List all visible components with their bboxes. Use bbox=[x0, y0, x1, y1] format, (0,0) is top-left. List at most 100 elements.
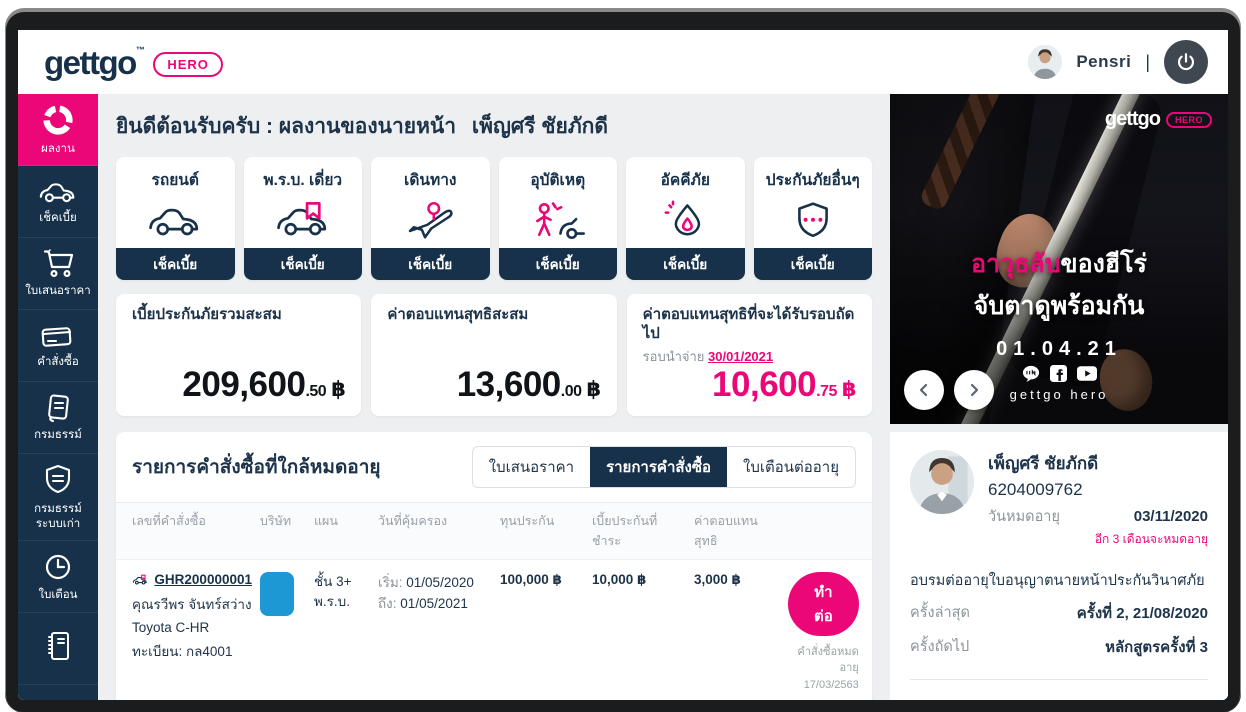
stat-total-premium: เบี้ยประกันภัยรวมสะสม 209,600.50 ฿ bbox=[116, 294, 362, 416]
logo-wordmark: gettgo bbox=[44, 43, 137, 81]
car-icon bbox=[149, 208, 199, 236]
banner-headline: อาวุธลับของฮีโร่ จับตาดูพร้อมกัน 01.04.2… bbox=[890, 244, 1228, 361]
plane-pin-icon bbox=[409, 202, 453, 239]
product-card-other[interactable]: ประกันภัยอื่นๆ เช็คเบี้ย bbox=[753, 157, 872, 280]
check-premium-button[interactable]: เช็คเบี้ย bbox=[371, 248, 490, 280]
vehicle-plate: ทะเบียน: กล4001 bbox=[132, 643, 233, 659]
baht-symbol: ฿ bbox=[841, 377, 857, 401]
col-coverage-dates: วันที่คุ้มครอง bbox=[378, 513, 448, 528]
product-card-compulsory[interactable]: พ.ร.บ. เดี่ยว เช็คเบี้ย bbox=[243, 157, 362, 280]
banner-socials: gettgo hero bbox=[890, 365, 1228, 402]
stat-next-payout: ค่าตอบแทนสุทธิที่จะได้รับรอบถัดไป รอบนำจ… bbox=[626, 294, 872, 416]
check-premium-button[interactable]: เช็คเบี้ย bbox=[753, 248, 872, 280]
sidebar-item-legacy-policies[interactable]: กรมธรรม์ ระบบเก่า bbox=[18, 454, 98, 542]
line-icon bbox=[1022, 365, 1039, 382]
document-icon bbox=[48, 394, 69, 423]
car-bookmark-icon bbox=[132, 574, 147, 585]
agent-profile-card: เพ็ญศรี ชัยภักดี 6204009762 วันหมดอายุ 0… bbox=[890, 432, 1228, 700]
right-panel: gettgo HERO อาวุธลับของฮีโร่ จับตาดูพร้อ… bbox=[890, 94, 1228, 700]
stat-value: 209,600.50 ฿ bbox=[182, 364, 346, 404]
sum-insured-cell: 100,000 ฿ bbox=[500, 571, 562, 587]
vehicle-model: Toyota C-HR bbox=[132, 619, 210, 635]
welcome-heading: ยินดีต้อนรับครับ : ผลงานของนายหน้า เพ็ญศ… bbox=[116, 106, 872, 157]
sidebar-item-policies[interactable]: กรมธรรม์ bbox=[18, 382, 98, 455]
youtube-icon bbox=[1076, 366, 1097, 381]
avatar-image bbox=[1028, 45, 1063, 79]
stat-total-compensation: ค่าตอบแทนสุทธิสะสม 13,600.00 ฿ bbox=[371, 294, 617, 416]
check-premium-button[interactable]: เช็คเบี้ย bbox=[116, 248, 235, 280]
hero-badge: HERO bbox=[153, 51, 223, 77]
license-expiry-date: 03/11/2020 bbox=[1133, 508, 1208, 525]
check-premium-button[interactable]: เช็คเบี้ย bbox=[626, 248, 745, 280]
orders-title: รายการคำสั่งซื้อที่ใกล้หมดอายุ bbox=[132, 456, 381, 478]
carousel-next-button[interactable] bbox=[954, 370, 994, 410]
last-training-label: ครั้งล่าสุด bbox=[910, 605, 970, 622]
company-logo-cell bbox=[260, 571, 306, 694]
book-icon bbox=[48, 632, 69, 661]
order-id-cell: GHR200000001 คุณรวีพร จันทร์สว่าง Toyota… bbox=[132, 572, 252, 694]
user-name[interactable]: Pensri bbox=[1076, 52, 1132, 71]
renew-button[interactable]: ทำต่อ bbox=[788, 571, 859, 636]
order-expiry-note: คำสั่งซื้อหมดอายุ 17/03/2563 bbox=[797, 645, 859, 691]
agent-name: เพ็ญศรี ชัยภักดี bbox=[471, 115, 609, 138]
customer-name: คุณรวีพร จันทร์สว่าง bbox=[132, 596, 252, 612]
next-training-value: หลักสูตรครั้งที่ 3 bbox=[1105, 639, 1208, 657]
sidebar-nav: ผลงาน เช็คเบี้ย ใบเสนอราคา bbox=[18, 94, 98, 700]
stat-card-row: เบี้ยประกันภัยรวมสะสม 209,600.50 ฿ ค่าตอบ… bbox=[116, 294, 872, 416]
user-avatar[interactable] bbox=[1028, 45, 1063, 79]
sidebar-item-reminders[interactable]: ใบเตือน bbox=[18, 541, 98, 614]
chevron-left-icon bbox=[919, 383, 928, 397]
stat-value: 13,600.00 ฿ bbox=[456, 364, 602, 404]
agent-avatar bbox=[910, 450, 974, 514]
product-card-motor[interactable]: รถยนต์ เช็คเบี้ย bbox=[116, 157, 235, 280]
car-bookmark-icon bbox=[276, 202, 326, 236]
banner-brand: gettgo HERO bbox=[1105, 108, 1212, 131]
sidebar-item-quotation[interactable]: ใบเสนอราคา bbox=[18, 238, 98, 311]
tab-quotations[interactable]: ใบเสนอราคา bbox=[488, 458, 575, 476]
shield-dots-icon bbox=[797, 202, 828, 238]
cart-icon bbox=[43, 249, 74, 278]
donut-chart-icon bbox=[43, 105, 73, 135]
sidebar-item-check-premium[interactable]: เช็คเบี้ย bbox=[18, 166, 98, 239]
payout-date-link[interactable]: 30/01/2021 bbox=[708, 348, 774, 364]
avatar-image bbox=[910, 450, 974, 514]
logout-power-button[interactable] bbox=[1164, 40, 1208, 84]
header-user-area: Pensri | bbox=[1028, 40, 1208, 84]
product-card-travel[interactable]: เดินทาง เช็คเบี้ย bbox=[371, 157, 490, 280]
product-card-row: รถยนต์ เช็คเบี้ย พ.ร.บ. เดี่ยว เช็คเบี้ย bbox=[116, 157, 872, 280]
car-icon bbox=[39, 183, 75, 203]
sidebar-item-manual[interactable] bbox=[18, 613, 98, 686]
person-car-accident-icon bbox=[535, 202, 585, 240]
hero-badge: HERO bbox=[1165, 111, 1212, 128]
next-training-label: ครั้งถัดไป bbox=[910, 639, 970, 656]
col-plan: แผน bbox=[314, 513, 338, 528]
divider bbox=[910, 679, 1208, 681]
orders-table-header: เลขที่คำสั่งซื้อ บริษัท แผน วันที่คุ้มคร… bbox=[116, 501, 872, 559]
promo-banner[interactable]: gettgo HERO อาวุธลับของฮีโร่ จับตาดูพร้อ… bbox=[890, 94, 1228, 424]
check-premium-button[interactable]: เช็คเบี้ย bbox=[243, 248, 362, 280]
carousel-prev-button[interactable] bbox=[904, 370, 944, 410]
expiry-warning: อีก 3 เดือนจะหมดอายุ bbox=[1094, 532, 1208, 546]
app-header: gettgo™ HERO Pensri | bbox=[18, 30, 1228, 94]
order-id-link[interactable]: GHR200000001 bbox=[154, 572, 252, 587]
stat-value: 10,600.75 ฿ bbox=[712, 364, 857, 404]
coverage-dates-cell: เริ่ม: 01/05/2020 ถึง: 01/05/2021 bbox=[378, 574, 474, 612]
gettgo-logo: gettgo™ HERO bbox=[44, 43, 223, 81]
sidebar-item-performance[interactable]: ผลงาน bbox=[18, 94, 98, 167]
chevron-right-icon bbox=[970, 383, 979, 397]
agent-name: เพ็ญศรี ชัยภักดี bbox=[988, 454, 1099, 473]
tab-orders[interactable]: รายการคำสั่งซื้อ bbox=[590, 446, 728, 487]
app-window: gettgo™ HERO Pensri | bbox=[18, 30, 1228, 700]
compensation-cell: 3,000 ฿ bbox=[694, 571, 741, 587]
main-content: ยินดีต้อนรับครับ : ผลงานของนายหน้า เพ็ญศ… bbox=[98, 94, 890, 700]
product-card-fire[interactable]: อัคคีภัย เช็คเบี้ย bbox=[626, 157, 745, 280]
shield-icon bbox=[45, 465, 71, 494]
baht-symbol: ฿ bbox=[586, 377, 602, 401]
sidebar-item-orders[interactable]: คำสั่งซื้อ bbox=[18, 310, 98, 383]
product-card-accident[interactable]: อุบัติเหตุ เช็คเบี้ย bbox=[498, 157, 617, 280]
training-section: อบรมต่ออายุใบอนุญาตนายหน้าประกันวินาศภัย… bbox=[910, 571, 1208, 681]
tab-renewal-notices[interactable]: ใบเตือนต่ออายุ bbox=[743, 458, 839, 476]
license-expiry-label: วันหมดอายุ bbox=[988, 509, 1060, 525]
col-premium-paid: เบี้ยประกันที่ชำระ bbox=[592, 513, 658, 548]
check-premium-button[interactable]: เช็คเบี้ย bbox=[498, 248, 617, 280]
